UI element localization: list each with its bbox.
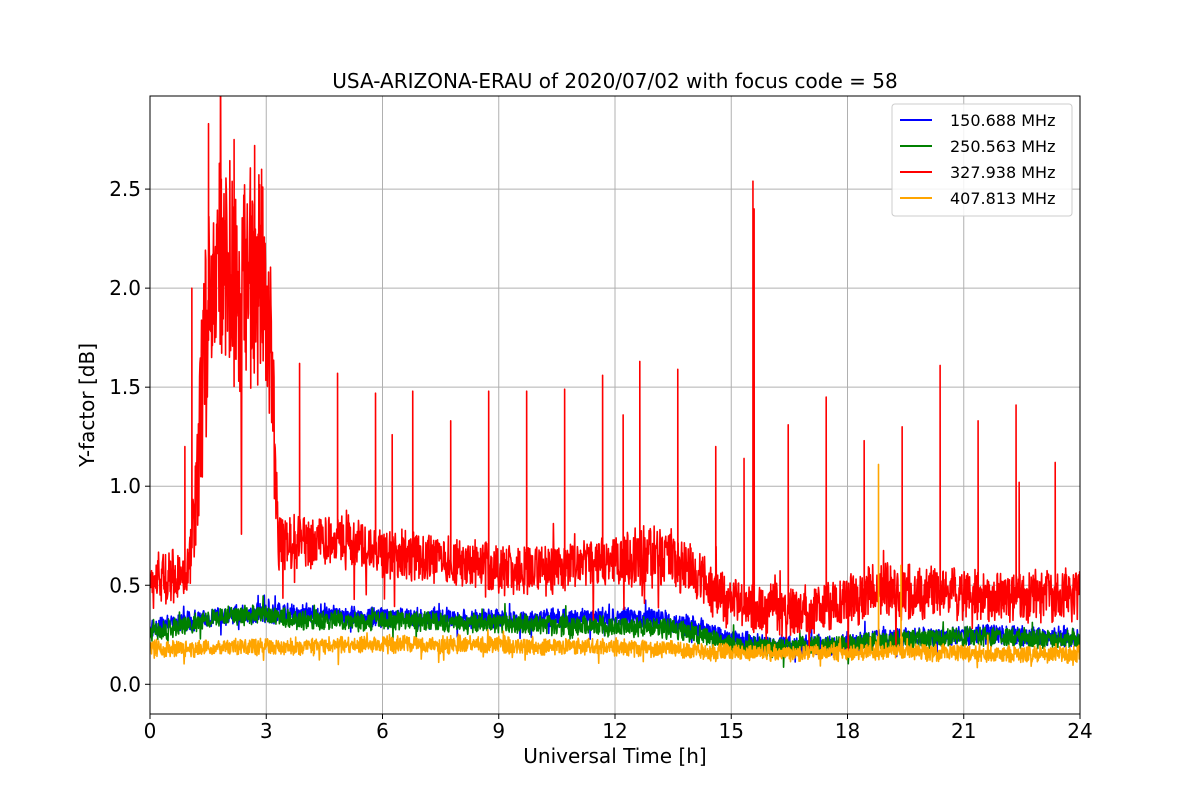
y-axis: 0.0 0.5 1.0 1.5 2.0 2.5	[109, 177, 150, 696]
series-line-327-938-mhz	[150, 96, 1080, 655]
y-tick-label: 2.5	[109, 177, 141, 201]
legend-label: 407.813 MHz	[950, 189, 1055, 208]
x-tick-label: 21	[951, 719, 976, 743]
y-tick-label: 1.5	[109, 375, 141, 399]
legend-box	[891, 103, 1073, 217]
x-axis: 0 3 6 9 12 15 18 21 24	[144, 714, 1093, 743]
y-tick-label: 1.0	[109, 474, 141, 498]
x-tick-label: 12	[602, 719, 627, 743]
legend-label: 150.688 MHz	[950, 111, 1055, 130]
x-tick-label: 6	[376, 719, 389, 743]
y-tick-label: 0.0	[109, 672, 141, 696]
legend-label: 327.938 MHz	[950, 163, 1055, 182]
series-line-407-813-mhz	[150, 463, 1080, 669]
x-axis-label: Universal Time [h]	[523, 744, 706, 768]
y-axis-label: Y-factor [dB]	[75, 343, 99, 468]
x-tick-label: 15	[719, 719, 744, 743]
x-tick-label: 3	[260, 719, 273, 743]
series-layer	[150, 96, 1080, 669]
legend-label: 250.563 MHz	[950, 137, 1055, 156]
legend: 150.688 MHz 250.563 MHz 327.938 MHz 407.813…	[891, 103, 1073, 217]
x-tick-label: 9	[492, 719, 505, 743]
x-tick-label: 0	[144, 719, 157, 743]
y-tick-label: 0.5	[109, 573, 141, 597]
y-tick-label: 2.0	[109, 276, 141, 300]
chart-title: USA-ARIZONA-ERAU of 2020/07/02 with focu…	[332, 69, 897, 93]
x-tick-label: 18	[835, 719, 860, 743]
x-tick-label: 24	[1067, 719, 1092, 743]
